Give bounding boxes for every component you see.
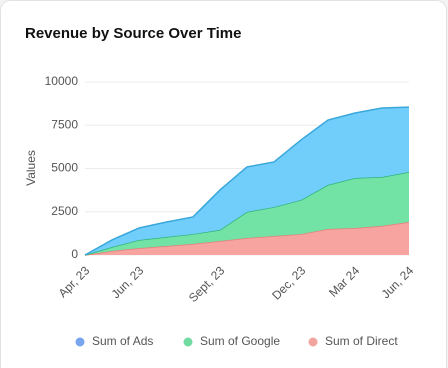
area [85, 171, 409, 255]
area-line [84, 106, 410, 256]
y-tick-label: 0 [71, 247, 78, 261]
y-tick-label: 5000 [51, 161, 78, 175]
legend-label: Sum of Google [200, 334, 280, 348]
y-tick-label: 7500 [51, 117, 78, 131]
y-axis-label: Values [24, 150, 38, 186]
legend-label: Sum of Ads [92, 334, 153, 348]
y-tick-label: 10000 [45, 74, 79, 88]
chart-title: Revenue by Source Over Time [25, 25, 241, 42]
area [85, 107, 409, 256]
y-tick-label: 2500 [51, 204, 78, 218]
legend-marker [183, 337, 193, 347]
legend-label: Sum of Direct [325, 334, 398, 348]
legend-marker [308, 337, 318, 347]
legend-marker [75, 337, 85, 347]
